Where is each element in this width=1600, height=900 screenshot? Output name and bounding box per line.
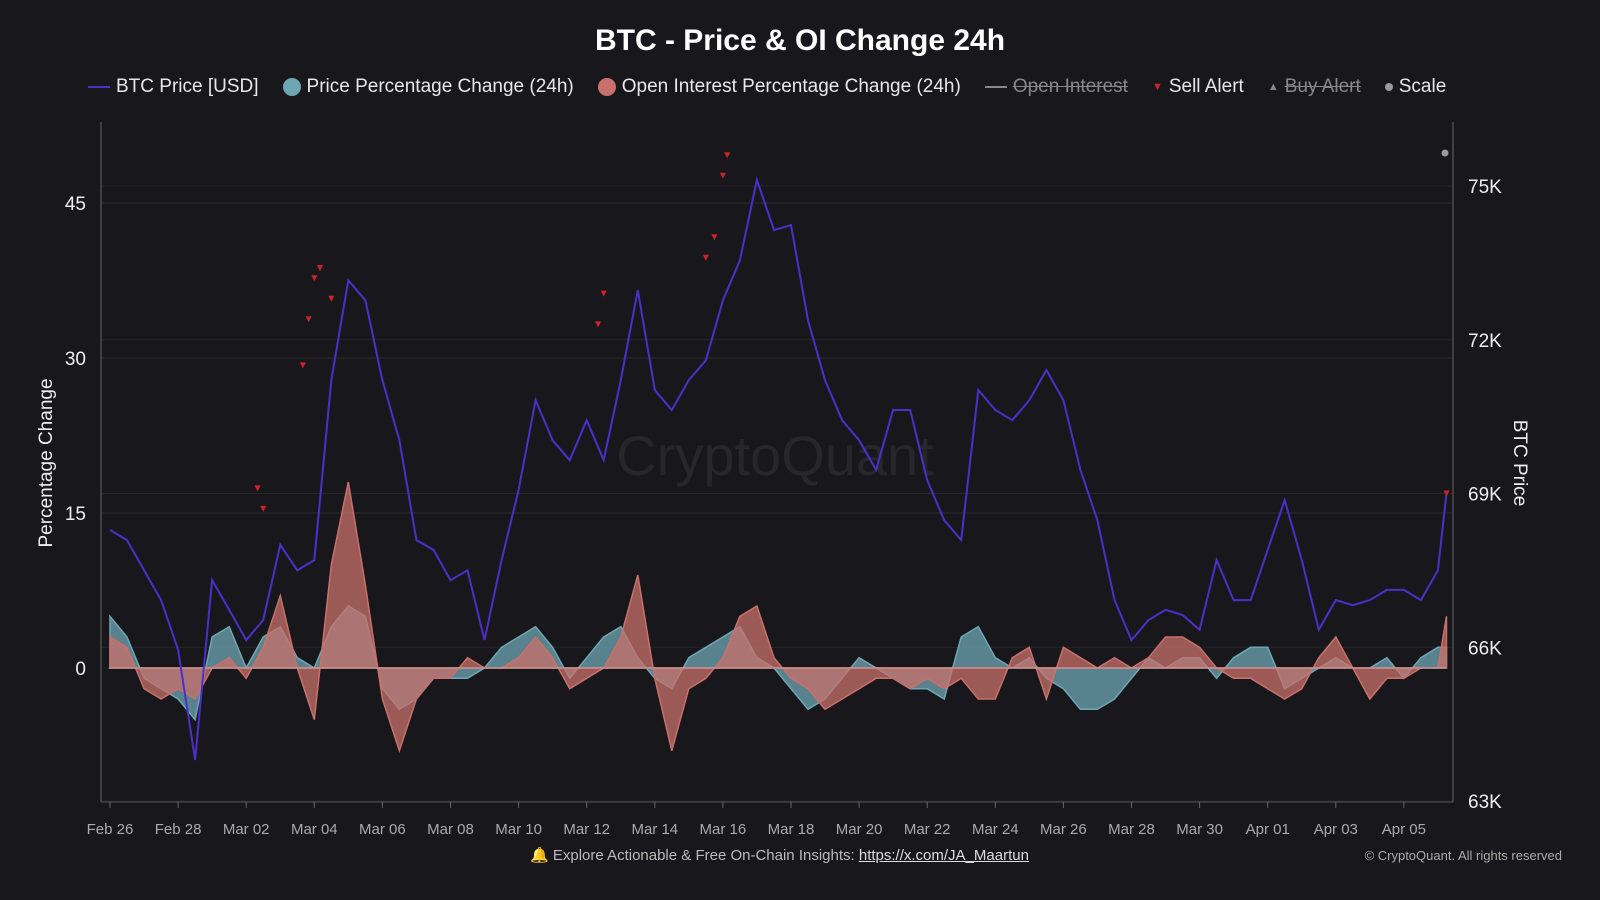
triangle-down-icon: ▼ bbox=[1151, 81, 1163, 93]
x-tick-label: Mar 12 bbox=[563, 821, 610, 838]
x-tick-label: Feb 26 bbox=[87, 821, 134, 838]
legend-item-open-interest-percentage-change-24h[interactable]: Open Interest Percentage Change (24h) bbox=[597, 76, 961, 98]
x-tick-label: Mar 02 bbox=[223, 821, 270, 838]
sell-alert-marker bbox=[719, 172, 726, 179]
sell-alert-marker bbox=[254, 485, 261, 492]
legend-item-price-percentage-change-24h[interactable]: Price Percentage Change (24h) bbox=[282, 76, 574, 98]
x-tick-label: Apr 01 bbox=[1246, 821, 1290, 838]
x-tick-label: Mar 28 bbox=[1108, 821, 1155, 838]
chart-title: BTC - Price & OI Change 24h bbox=[594, 24, 1006, 57]
x-tick-label: Mar 16 bbox=[700, 821, 747, 838]
y2-tick-label: 75K bbox=[1468, 177, 1502, 198]
x-tick-label: Mar 18 bbox=[768, 821, 815, 838]
triangle-up-icon: ▲ bbox=[1267, 81, 1279, 93]
sell-alert-marker bbox=[316, 265, 323, 271]
sell-alert-marker bbox=[600, 290, 607, 297]
y-tick-label: 15 bbox=[65, 504, 86, 525]
sell-alert-marker bbox=[724, 152, 731, 159]
legend-item-sell-alert[interactable]: ▼ Sell Alert bbox=[1152, 76, 1244, 98]
y2-axis-label: BTC Price bbox=[1509, 420, 1530, 507]
legend-dot-icon bbox=[1384, 83, 1393, 91]
x-tick-label: Mar 08 bbox=[427, 821, 474, 838]
legend-line-icon bbox=[984, 86, 1007, 88]
x-tick-label: Apr 05 bbox=[1382, 821, 1426, 838]
legend-line-icon bbox=[88, 86, 110, 88]
footer-link[interactable]: https://x.com/JA_Maartun bbox=[858, 847, 1029, 864]
sell-alert-marker bbox=[260, 505, 267, 512]
y-tick-label: 0 bbox=[75, 659, 86, 680]
legend-item-btc-price-usd[interactable]: BTC Price [USD] bbox=[88, 76, 259, 98]
x-tick-label: Mar 04 bbox=[291, 821, 338, 838]
x-tick-label: Mar 30 bbox=[1176, 821, 1223, 838]
legend-item-scale[interactable]: Scale bbox=[1384, 76, 1447, 98]
x-tick-label: Apr 03 bbox=[1314, 821, 1358, 838]
legend-item-buy-alert[interactable]: ▲ Buy Alert bbox=[1268, 76, 1361, 98]
x-tick-label: Mar 24 bbox=[972, 821, 1019, 838]
legend-label: Open Interest Percentage Change (24h) bbox=[621, 76, 961, 97]
legend: BTC Price [USD] Price Percentage Change (… bbox=[88, 76, 1446, 98]
y-tick-label: 45 bbox=[65, 194, 86, 215]
y2-tick-label: 72K bbox=[1468, 331, 1502, 352]
footer-text: Explore Actionable & Free On-Chain Insig… bbox=[552, 847, 859, 864]
y-tick-label: 30 bbox=[65, 349, 86, 370]
sell-alert-marker bbox=[299, 362, 306, 369]
footer: 🔔 Explore Actionable & Free On-Chain Ins… bbox=[530, 846, 1029, 864]
legend-label: Price Percentage Change (24h) bbox=[306, 76, 574, 97]
legend-dot-icon bbox=[282, 78, 301, 96]
y2-tick-label: 63K bbox=[1468, 792, 1502, 813]
x-tick-label: Mar 10 bbox=[495, 821, 542, 838]
x-tick-label: Mar 14 bbox=[631, 821, 678, 838]
btc-price-line bbox=[109, 176, 1448, 761]
y2-tick-label: 69K bbox=[1468, 485, 1502, 506]
y-axis-label: Percentage Change bbox=[36, 378, 57, 547]
legend-label: Buy Alert bbox=[1284, 76, 1361, 97]
sell-alert-marker bbox=[305, 316, 312, 323]
x-tick-label: Mar 26 bbox=[1040, 821, 1087, 838]
copyright: © CryptoQuant. All rights reserved bbox=[1364, 848, 1562, 863]
scale-marker bbox=[1441, 149, 1449, 157]
sell-alert-marker bbox=[1443, 490, 1450, 497]
x-tick-label: Mar 22 bbox=[904, 821, 951, 838]
legend-label: Open Interest bbox=[1012, 76, 1128, 97]
legend-label: Scale bbox=[1398, 76, 1447, 97]
legend-label: Sell Alert bbox=[1168, 76, 1244, 97]
oi-change-area bbox=[109, 481, 1448, 754]
sell-alert-marker bbox=[595, 321, 602, 328]
sell-alert-marker bbox=[711, 234, 718, 241]
y2-tick-label: 66K bbox=[1468, 638, 1502, 659]
sell-alert-marker bbox=[328, 295, 335, 302]
legend-dot-icon bbox=[597, 78, 616, 96]
sell-alert-marker bbox=[702, 254, 709, 261]
x-tick-label: Mar 20 bbox=[836, 821, 883, 838]
sell-alert-marker bbox=[311, 275, 318, 282]
x-tick-label: Mar 06 bbox=[359, 821, 406, 838]
bell-icon: 🔔 bbox=[530, 847, 549, 864]
x-tick-label: Feb 28 bbox=[155, 821, 202, 838]
legend-label: BTC Price [USD] bbox=[116, 76, 259, 97]
legend-item-open-interest[interactable]: Open Interest bbox=[984, 76, 1128, 98]
